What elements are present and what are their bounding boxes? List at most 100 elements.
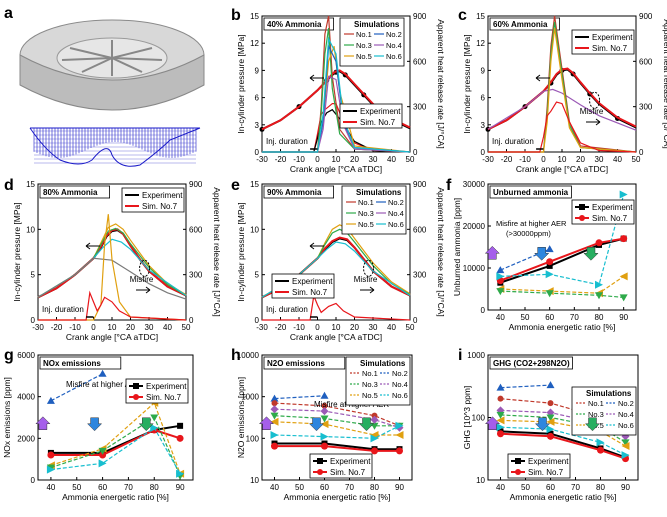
indicator-arrow	[534, 417, 551, 432]
data-point	[270, 431, 279, 440]
x-tick-label: 70	[570, 313, 579, 322]
x-axis-label: Ammonia energetic ratio [%]	[509, 322, 616, 332]
y-tick-label: 20000	[463, 222, 486, 231]
x-tick-label: 0	[315, 323, 320, 332]
indicator-arrow	[484, 416, 501, 430]
data-point	[621, 441, 630, 450]
misfire-circle	[363, 259, 375, 277]
arrow-right-axis	[360, 286, 375, 294]
x-tick-label: 10	[108, 323, 117, 332]
indicator-arrow	[583, 247, 599, 261]
data-point	[496, 383, 505, 391]
data-point	[98, 447, 107, 455]
x-tick-label: -10	[519, 155, 531, 164]
y-tick-label: 15	[250, 180, 259, 189]
legend-title: Simulations	[586, 389, 632, 398]
arrow-right-axis	[586, 118, 601, 126]
x-tick-label: -20	[275, 155, 287, 164]
data-point	[270, 417, 279, 426]
data-point	[546, 262, 553, 269]
series-line-misfire-case	[37, 257, 187, 300]
data-point	[496, 272, 505, 281]
x-tick-label: 50	[406, 155, 415, 164]
data-point	[47, 451, 55, 459]
legend-label: No.3	[588, 410, 604, 419]
data-point	[370, 434, 379, 443]
data-point	[546, 258, 554, 266]
annotation-misfire-higher: Misfire at higher AER	[496, 219, 567, 228]
legend-label-sim7: Sim. No.7	[146, 393, 182, 402]
legend-exp-sim: Experiment Sim. No.7	[125, 378, 189, 404]
y-tick-label: 10	[476, 476, 485, 485]
data-point	[270, 394, 279, 402]
y-axis-label: In-cylinder pressure [MPa]	[236, 34, 246, 133]
chart-h: h 40 50 60 70 80 90 10 100 1000 10000 Ammonia energ…	[231, 347, 413, 502]
x-tick-label: 60	[545, 313, 554, 322]
legend-label: No.4	[386, 41, 402, 50]
x-tick-label: 20	[576, 155, 585, 164]
x-tick-label: 0	[541, 155, 546, 164]
data-point	[320, 420, 329, 429]
y2-tick-label: 0	[189, 316, 194, 325]
y-tick-label: 100	[246, 434, 260, 443]
series-line-sim-no-7-hrr	[38, 290, 187, 321]
indicator-arrow	[35, 416, 51, 430]
y-tick-label: 12	[476, 39, 485, 48]
legend-label: No.6	[388, 220, 404, 229]
series-line-sim-no-7	[50, 428, 181, 456]
x-tick-label: 70	[571, 483, 580, 492]
legend-label-sim7: Sim. No.7	[528, 468, 564, 477]
series-line-experiment	[274, 442, 400, 451]
data-point	[596, 438, 605, 447]
series-line-no-5	[50, 401, 181, 475]
title-box	[39, 185, 110, 199]
data-point	[496, 416, 505, 425]
indicator-arrow	[86, 417, 103, 432]
data-point	[595, 239, 603, 247]
x-axis-label: Crank angle [°CA aTDC]	[66, 332, 158, 342]
y-axis-label: GHG [10^3 ppm]	[462, 386, 472, 450]
misfire-circle	[139, 259, 151, 277]
data-point	[496, 288, 505, 296]
series-line-no-5-hrr	[38, 214, 187, 321]
x-tick-label: 50	[72, 483, 81, 492]
y-tick-label: 5	[255, 271, 260, 280]
x-tick-label: 40	[163, 323, 172, 332]
panel-letter-g: g	[4, 347, 14, 364]
x-tick-label: -10	[69, 323, 81, 332]
x-tick-label: 20	[350, 323, 359, 332]
y-axis-label: In-cylinder pressure [MPa]	[236, 202, 246, 301]
data-point	[595, 292, 603, 300]
legend-exp-sim: Experiment Sim. No.7	[507, 453, 571, 479]
data-point	[546, 381, 555, 389]
annotation-misfire: Misfire	[354, 275, 378, 284]
y-tick-label: 30000	[463, 180, 486, 189]
legend-label-experiment: Experiment	[360, 107, 401, 116]
legend-label: No.4	[388, 209, 404, 218]
indicator-arrow	[484, 245, 500, 260]
data-point	[371, 447, 378, 455]
arrow-right-axis	[136, 286, 151, 294]
legend-exp-sim: Experiment Sim. No.7	[339, 103, 403, 129]
arrow-left-axis	[309, 74, 324, 82]
y2-tick-label: 600	[413, 225, 427, 234]
panel-letter-f: f	[446, 177, 452, 194]
y-tick-label: 0	[255, 316, 260, 325]
x-tick-label: 20	[126, 323, 135, 332]
data-point	[270, 405, 279, 414]
y-tick-label: 3	[481, 121, 486, 130]
y2-tick-label: 900	[639, 12, 653, 21]
chart-e: e-30 -20 -10 0 10 20 30 40 500510150300600900App…	[231, 177, 446, 342]
panel-letter-h: h	[231, 347, 241, 364]
y-tick-label: 6	[255, 94, 260, 103]
data-point	[46, 396, 55, 404]
x-tick-label: 50	[632, 155, 641, 164]
data-point	[547, 432, 554, 440]
x-tick-label: 80	[150, 483, 159, 492]
legend-label: No.4	[392, 380, 408, 389]
annotation-inj-duration: Inj. duration	[266, 305, 308, 314]
series-line-sim-no-7	[500, 432, 626, 460]
x-tick-label: 60	[546, 483, 555, 492]
